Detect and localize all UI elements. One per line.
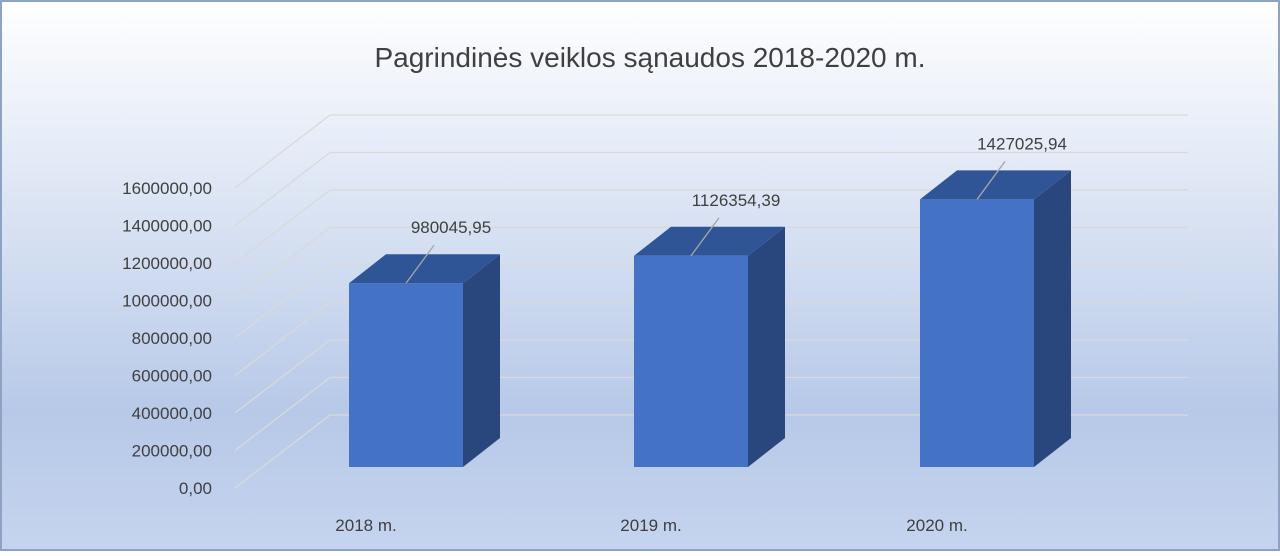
grid-line	[234, 151, 1188, 227]
grid-line	[234, 264, 1188, 339]
y-tick-label: 1400000,00	[122, 217, 212, 236]
x-tick-label: 2018 m.	[335, 516, 396, 535]
chart-title: Pagrindinės veiklos sąnaudos 2018-2020 m…	[374, 42, 925, 73]
grid-line	[234, 301, 1188, 377]
grid-line	[234, 226, 1188, 302]
bar	[634, 255, 748, 467]
leader-line	[976, 161, 1006, 200]
y-tick-label: 600000,00	[132, 367, 212, 386]
grid-line	[234, 376, 1188, 452]
data-label: 1427025,94	[977, 134, 1067, 153]
leader-line	[405, 244, 435, 284]
bar	[349, 283, 463, 467]
bar-top	[349, 254, 500, 284]
grid-line	[234, 339, 1188, 414]
y-tick-label: 0,00	[179, 479, 212, 498]
grid-line	[234, 414, 1188, 489]
grid-line	[234, 189, 1188, 264]
leader-line	[690, 217, 720, 257]
x-tick-label: 2019 m.	[620, 516, 681, 535]
y-tick-label: 1200000,00	[122, 254, 212, 273]
bar-side	[1034, 170, 1071, 468]
bar-top	[634, 226, 785, 256]
bar	[920, 199, 1034, 468]
data-label: 980045,95	[411, 218, 491, 237]
bar-side	[748, 226, 785, 467]
x-tick-label: 2020 m.	[906, 516, 967, 535]
bar-top	[920, 170, 1071, 200]
grid-line	[234, 114, 1188, 189]
y-tick-label: 800000,00	[132, 329, 212, 348]
data-label: 1126354,39	[692, 191, 781, 210]
y-tick-label: 1600000,00	[122, 179, 212, 198]
bar-side	[463, 254, 500, 467]
y-tick-label: 1000000,00	[122, 292, 212, 311]
y-tick-label: 400000,00	[132, 404, 212, 423]
y-tick-label: 200000,00	[132, 442, 212, 461]
